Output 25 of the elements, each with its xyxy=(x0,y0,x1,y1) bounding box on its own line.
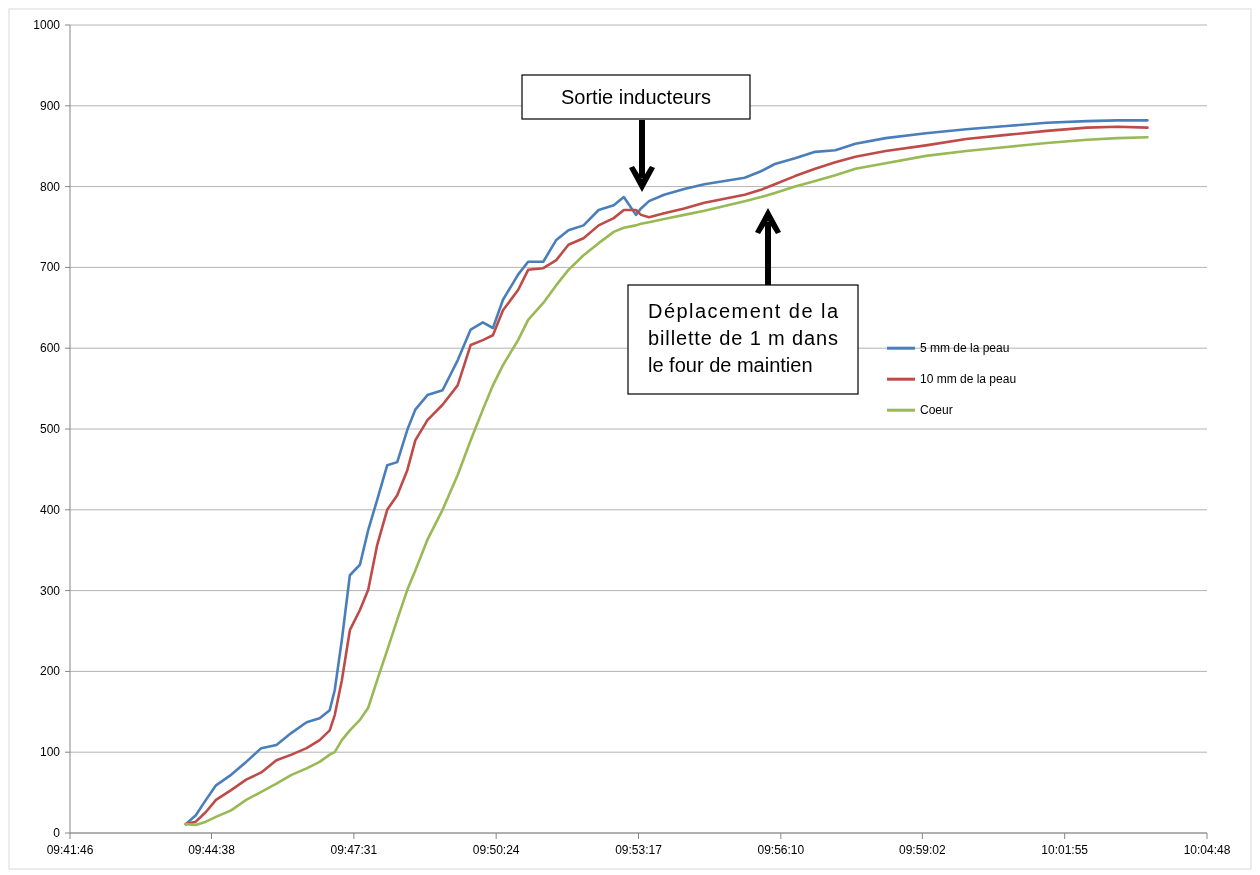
x-tick-label: 09:59:02 xyxy=(898,843,947,857)
y-tick-label: 600 xyxy=(39,341,61,356)
annotation: Sortie inducteurs xyxy=(560,86,712,108)
y-tick-label: 1000 xyxy=(33,18,61,32)
y-tick-label: 300 xyxy=(39,583,61,598)
y-tick-label: 800 xyxy=(39,179,61,194)
y-tick-label: 200 xyxy=(39,664,61,679)
y-tick-label: 0 xyxy=(53,826,61,840)
x-tick-label: 10:04:48 xyxy=(1183,843,1231,857)
x-tick-label: 09:44:38 xyxy=(188,843,236,857)
legend-label: 5 mm de la peau xyxy=(920,341,1010,356)
y-tick-label: 700 xyxy=(39,260,61,275)
x-tick-label: 09:41:46 xyxy=(46,843,94,857)
legend-label: 10 mm de la peau xyxy=(920,372,1017,387)
y-tick-label: 500 xyxy=(39,422,61,436)
x-tick-label: 10:01:55 xyxy=(1041,843,1089,857)
x-tick-label: 09:56:10 xyxy=(757,843,805,857)
x-tick-label: 09:47:31 xyxy=(330,843,378,857)
x-tick-label: 09:53:17 xyxy=(615,843,663,857)
legend-label: Coeur xyxy=(920,403,953,418)
y-tick-label: 100 xyxy=(39,745,61,760)
y-tick-label: 400 xyxy=(39,502,61,517)
annotation: Déplacement de la billette de 1 m dans le four de maintien xyxy=(648,300,839,376)
x-tick-label: 09:50:24 xyxy=(472,843,520,857)
y-tick-label: 900 xyxy=(39,98,61,113)
